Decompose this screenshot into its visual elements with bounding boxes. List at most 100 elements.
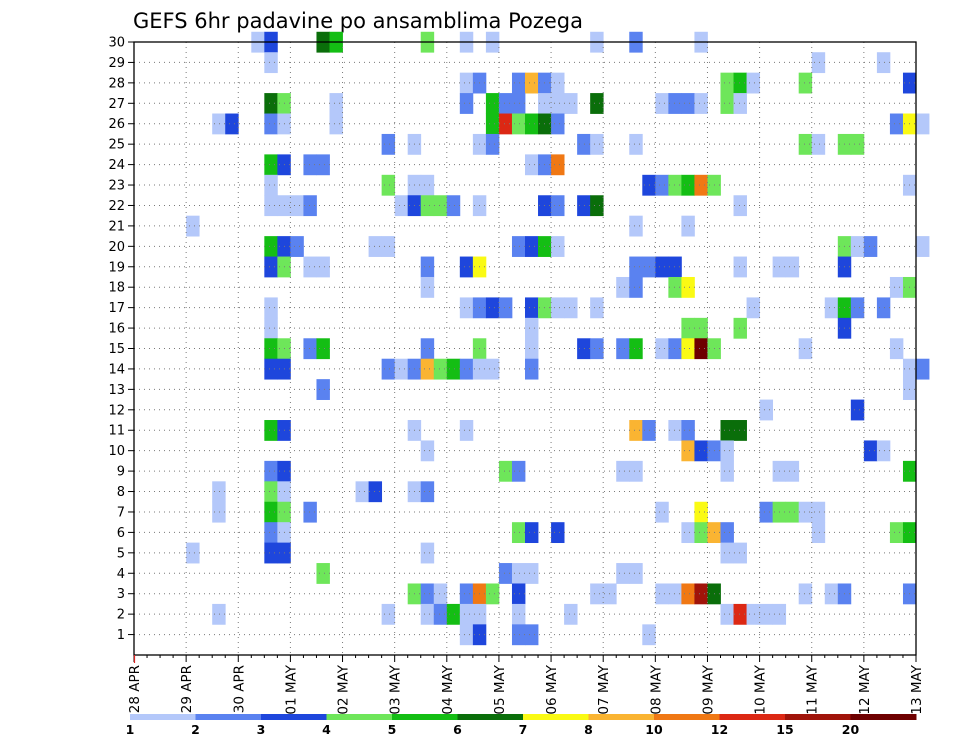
heatmap-cell	[720, 460, 734, 482]
heatmap-cell	[733, 72, 747, 94]
heatmap-cell	[551, 93, 565, 114]
heatmap-cell	[733, 195, 747, 217]
heatmap-cell	[551, 113, 565, 135]
x-tick-label: 08 MAY	[648, 664, 664, 714]
y-tick-label: 22	[108, 199, 125, 214]
legend-tick-label: 5	[388, 722, 397, 737]
chart-title: GEFS 6hr padavine po ansamblima Pozega	[133, 9, 583, 33]
heatmap-cell	[446, 603, 461, 625]
heatmap-cell	[733, 93, 747, 114]
heatmap-cell	[212, 501, 226, 523]
heatmap-cell	[485, 297, 500, 319]
heatmap-cell	[551, 522, 565, 544]
heatmap-cell	[420, 542, 435, 564]
heatmap-cell	[459, 420, 474, 441]
legend-tick-label: 6	[453, 722, 462, 737]
heatmap-cell	[551, 72, 565, 94]
y-tick-label: 17	[108, 301, 125, 316]
heatmap-cell	[694, 501, 708, 523]
heatmap-cell	[629, 276, 643, 298]
heatmap-cell	[629, 256, 643, 278]
heatmap-cell	[655, 583, 669, 605]
heatmap-cell	[590, 133, 604, 155]
heatmap-cell	[746, 297, 760, 319]
heatmap-cell	[811, 522, 826, 544]
heatmap-cell	[551, 236, 565, 257]
heatmap-cell	[720, 522, 734, 544]
legend-tick-label: 12	[711, 722, 728, 737]
heatmap-cell	[694, 317, 708, 339]
heatmap-cell	[420, 174, 435, 196]
heatmap-cell	[590, 583, 604, 605]
heatmap-cell	[264, 501, 278, 523]
heatmap-cell	[655, 338, 669, 360]
y-tick-label: 25	[108, 138, 125, 153]
heatmap-cell	[433, 358, 448, 380]
heatmap-cell	[733, 317, 747, 339]
heatmap-cell	[498, 297, 513, 319]
x-axis: 28 APR 29 APR 30 APR 01 MAY 02 MAY 03 MAY 04 M…	[127, 655, 925, 715]
legend-tick-label: 15	[776, 722, 793, 737]
y-tick-label: 10	[108, 444, 125, 459]
heatmap-cell	[511, 113, 526, 135]
legend-tick-label: 1	[126, 722, 135, 737]
heatmap-cell	[264, 93, 278, 114]
heatmap-cell	[459, 72, 474, 94]
y-tick-label: 11	[108, 424, 125, 439]
legend-swatch	[392, 714, 458, 720]
heatmap-cell	[551, 154, 565, 176]
y-tick-label: 5	[117, 546, 125, 561]
x-tick-label: 01 MAY	[283, 664, 299, 714]
legend-tick-label: 8	[584, 722, 593, 737]
heatmap-cell	[785, 501, 800, 523]
heatmap-cells	[186, 31, 930, 646]
heatmap-cell	[850, 133, 865, 155]
heatmap-cell	[681, 420, 695, 441]
heatmap-cell	[889, 276, 904, 298]
heatmap-cell	[681, 338, 695, 360]
heatmap-cell	[290, 195, 304, 217]
heatmap-cell	[681, 440, 695, 462]
heatmap-cell	[525, 338, 539, 360]
heatmap-cell	[746, 72, 760, 94]
heatmap-cell	[420, 603, 435, 625]
x-tick-label: 07 MAY	[596, 664, 612, 714]
y-tick-label: 7	[117, 505, 125, 520]
heatmap-cell	[590, 297, 604, 319]
heatmap-cell	[850, 236, 865, 257]
legend-swatch	[785, 714, 851, 720]
heatmap-cell	[564, 603, 578, 625]
heatmap-cell	[694, 583, 708, 605]
heatmap-cell	[498, 563, 513, 584]
heatmap-cell	[629, 215, 643, 237]
heatmap-cell	[798, 583, 813, 605]
x-tick-label: 06 MAY	[544, 664, 560, 714]
heatmap-cell	[381, 603, 396, 625]
heatmap-cell	[733, 542, 747, 564]
heatmap-cell	[850, 297, 865, 319]
y-tick-label: 2	[117, 608, 125, 623]
heatmap-cell	[889, 113, 904, 135]
heatmap-cell	[381, 236, 396, 257]
heatmap-cell	[798, 72, 813, 94]
y-tick-label: 3	[117, 587, 125, 602]
heatmap-cell	[264, 52, 278, 74]
heatmap-cell	[759, 501, 774, 523]
heatmap-cell	[824, 583, 839, 605]
heatmap-cell	[616, 563, 630, 584]
y-tick-label: 21	[108, 219, 125, 234]
color-legend: 1 2 3 4 5 6 7 8 10 12 15 20	[126, 714, 917, 737]
heatmap-cell	[629, 420, 643, 441]
heatmap-cell	[264, 154, 278, 176]
heatmap-cell	[420, 583, 435, 605]
heatmap-cell	[681, 317, 695, 339]
legend-swatch	[195, 714, 262, 720]
heatmap-cell	[616, 338, 630, 360]
x-tick-label: 02 MAY	[336, 664, 352, 714]
heatmap-cell	[863, 236, 878, 257]
heatmap-cell	[681, 583, 695, 605]
y-tick-label: 20	[108, 240, 125, 255]
heatmap-cell	[655, 174, 669, 196]
heatmap-cell	[329, 93, 343, 114]
